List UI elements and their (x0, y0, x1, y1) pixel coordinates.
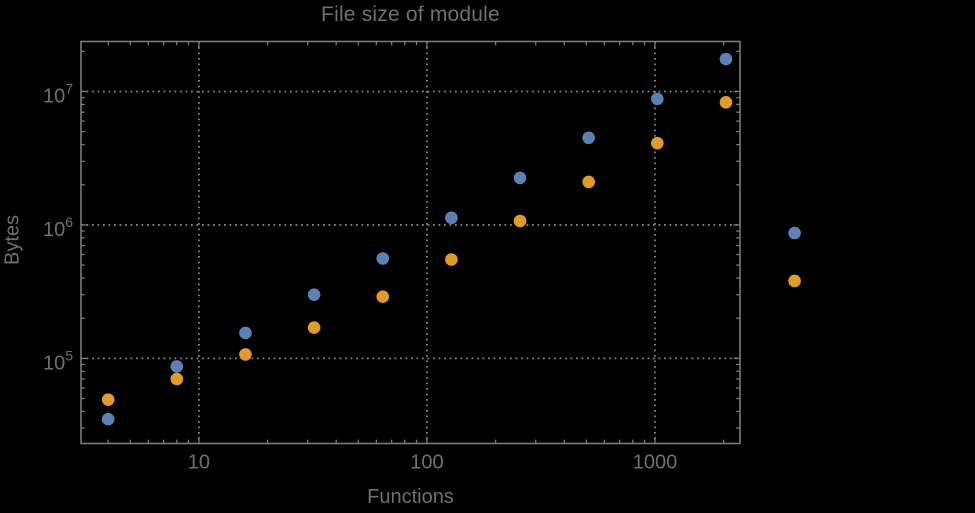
data-point-orange-x128 (445, 253, 458, 266)
series-blue (101, 52, 801, 426)
y-tick-label: 106 (43, 214, 73, 241)
data-point-orange-x32 (307, 321, 321, 334)
data-point-orange-x1024 (651, 136, 664, 150)
series-orange (101, 95, 801, 406)
data-point-blue-x4 (101, 412, 115, 426)
y-tick-labels: 105 106 107 (43, 80, 73, 374)
data-point-orange-x8 (170, 372, 184, 386)
gridlines (81, 41, 740, 444)
x-tick-labels: 10 100 1000 (188, 452, 677, 474)
data-point-blue-x16 (239, 326, 252, 340)
x-tick-label: 100 (410, 452, 443, 474)
data-point-blue-x128 (445, 211, 458, 225)
data-point-blue-x256 (513, 171, 527, 185)
data-point-orange-x4 (101, 393, 115, 406)
x-tick-label: 10 (188, 452, 210, 474)
y-tick-label: 107 (43, 80, 73, 107)
data-point-blue-x32 (307, 288, 321, 301)
x-tick-label: 1000 (633, 452, 678, 474)
data-point-orange-x4096 (788, 274, 801, 288)
data-point-orange-x16 (239, 348, 252, 361)
data-point-blue-x2048 (719, 52, 733, 66)
data-point-blue-x8 (170, 360, 184, 373)
y-tick-label: 105 (43, 347, 73, 374)
data-point-orange-x64 (376, 290, 390, 303)
data-point-orange-x256 (513, 214, 527, 228)
y-axis-label: Bytes (1, 214, 24, 266)
plot-frame (80, 40, 741, 445)
data-point-orange-x2048 (719, 95, 733, 109)
data-point-blue-x1024 (651, 92, 664, 106)
data-point-blue-x512 (582, 131, 595, 145)
x-axis-label: Functions (367, 486, 454, 508)
axis-ticks (81, 41, 740, 444)
data-point-blue-x4096 (788, 226, 801, 240)
chart-title: File size of module (321, 3, 500, 26)
data-point-blue-x64 (376, 252, 390, 265)
data-point-orange-x512 (582, 175, 595, 189)
